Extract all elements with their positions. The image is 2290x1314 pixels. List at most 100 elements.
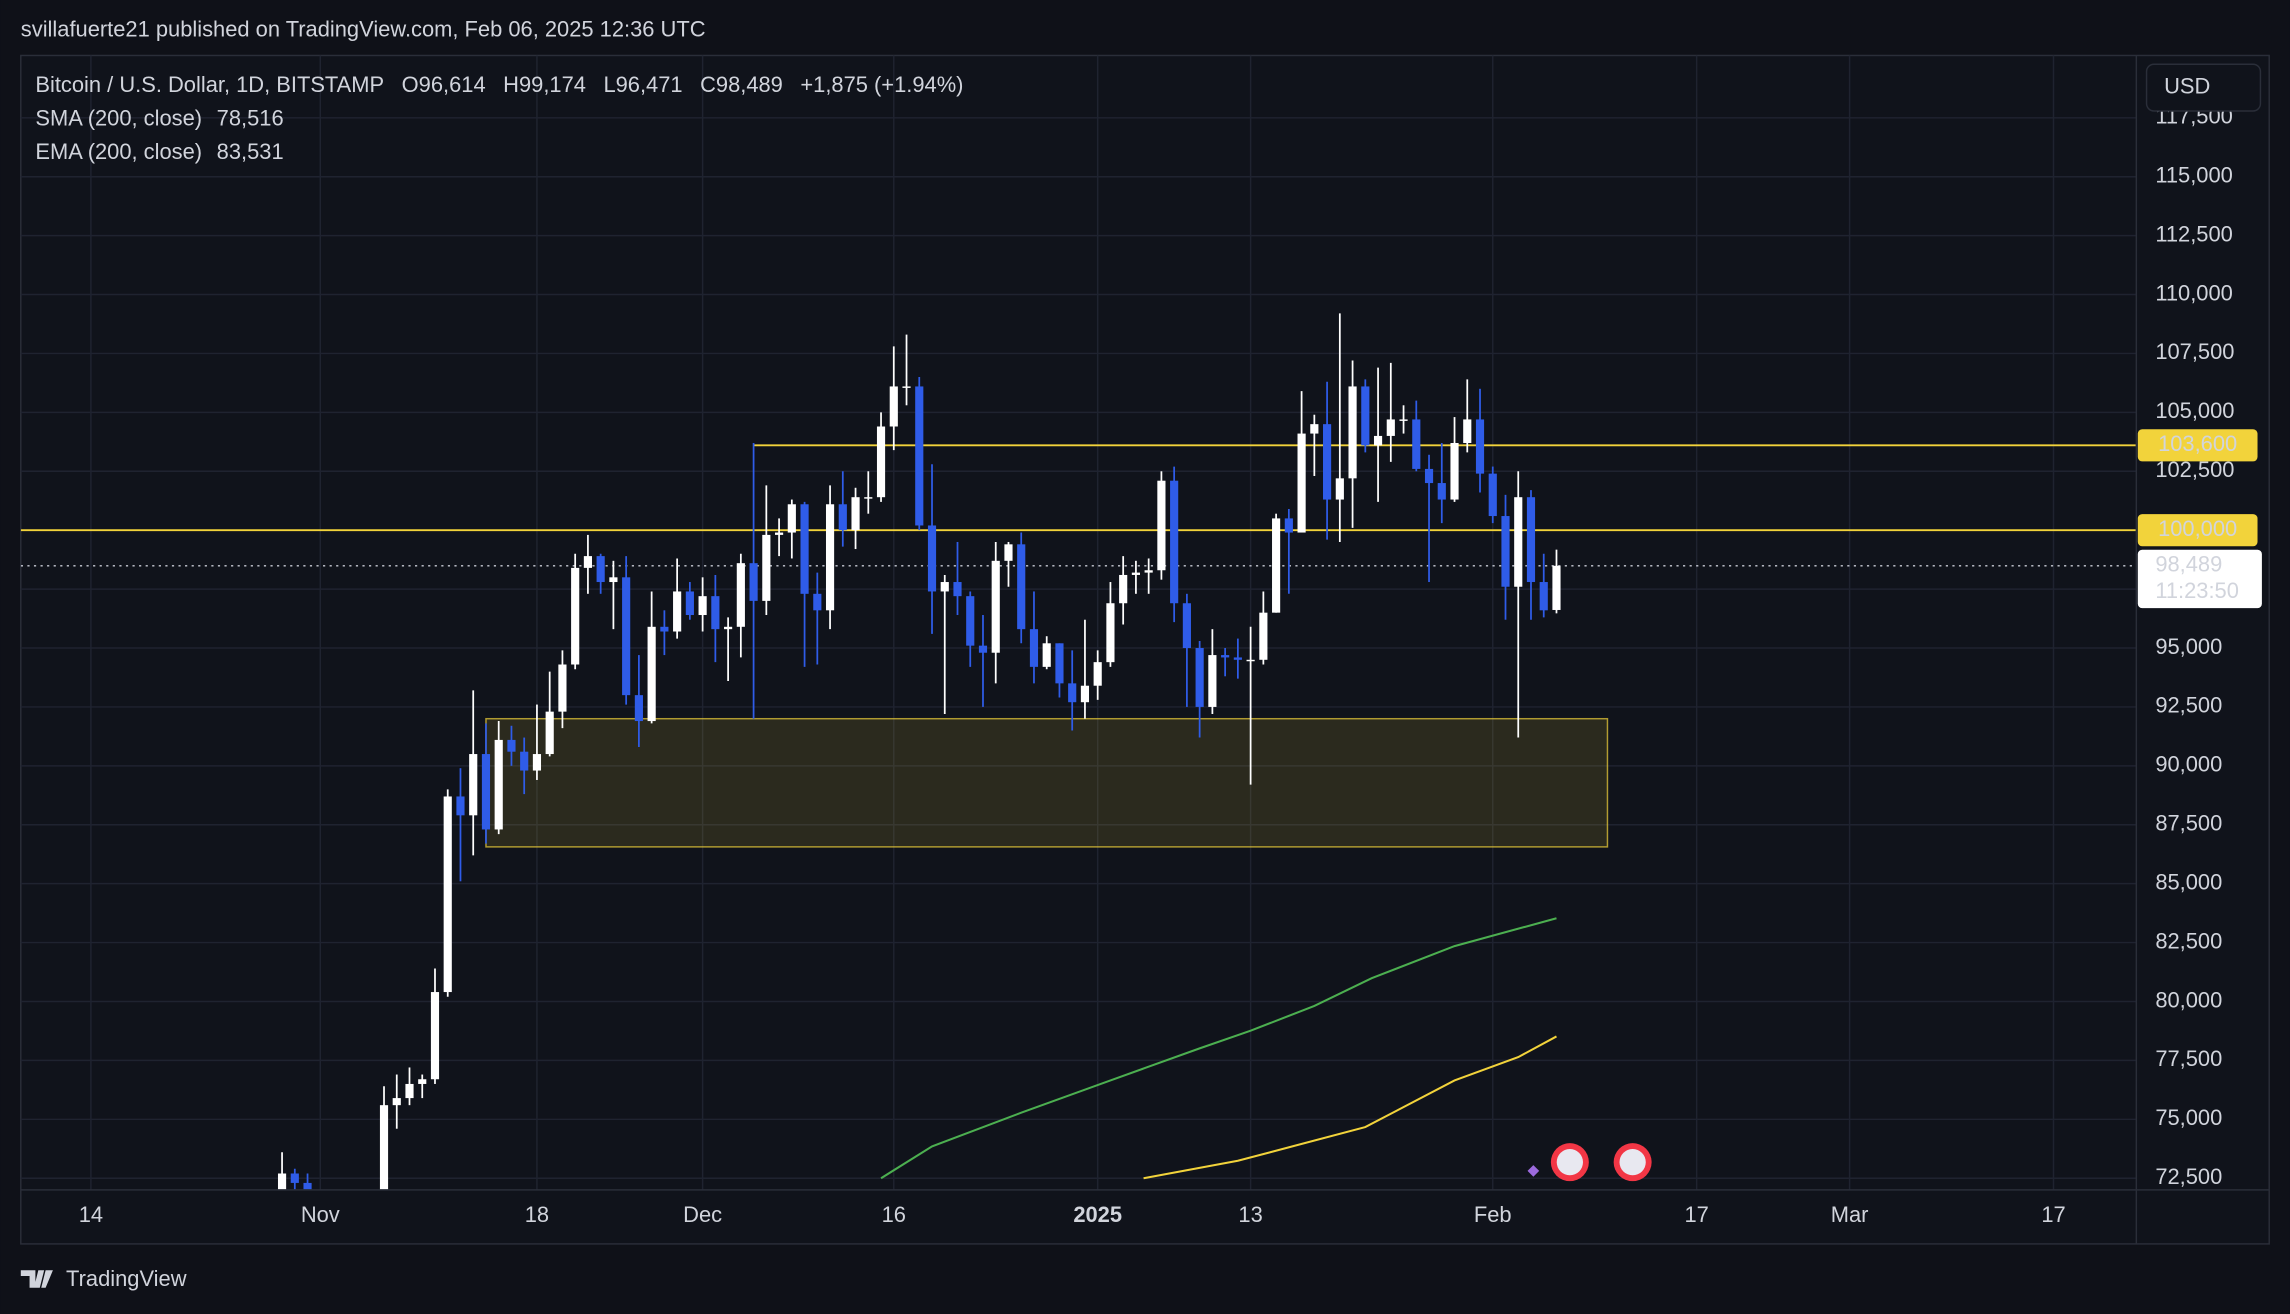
ohlc-value: O96,614 — [402, 72, 486, 97]
candle-body — [647, 626, 656, 722]
y-tick-label: 80,000 — [2155, 987, 2222, 1012]
candle-body — [622, 577, 631, 696]
y-tick-label: 115,000 — [2155, 163, 2233, 188]
candle-body — [596, 556, 605, 583]
candle-body — [1195, 648, 1204, 707]
candle-body — [1144, 570, 1153, 573]
candle-body — [609, 577, 618, 583]
candle-body — [1526, 497, 1536, 583]
candle-body — [927, 525, 937, 592]
candle-body — [443, 796, 452, 993]
grid — [20, 55, 2137, 1190]
candle-body — [1501, 516, 1510, 587]
y-tick-label: 90,000 — [2155, 752, 2222, 777]
candle-body — [775, 532, 784, 535]
x-tick-label: Dec — [683, 1202, 722, 1227]
y-tick-label: 105,000 — [2155, 398, 2234, 423]
candle-body — [430, 992, 440, 1080]
x-tick-label: 13 — [1238, 1202, 1262, 1227]
y-tick-label: 110,000 — [2155, 280, 2233, 305]
candle-body — [1119, 574, 1128, 604]
y-tick-label: 112,500 — [2155, 221, 2233, 246]
candle-body — [1335, 478, 1344, 500]
countdown-label: 11:23:50 — [2155, 578, 2239, 603]
candle-body — [838, 504, 847, 531]
y-tick-label: 107,500 — [2155, 339, 2234, 364]
level-price-tag — [2137, 514, 2258, 547]
flag-inner — [1556, 1149, 1583, 1176]
ohlc-value: H99,174 — [503, 72, 586, 97]
candle-body — [558, 664, 567, 712]
candle-body — [889, 386, 898, 427]
candle-body — [698, 596, 707, 616]
y-tick-label: 75,000 — [2155, 1105, 2222, 1130]
y-tick-label: 82,500 — [2155, 928, 2222, 953]
candle-body — [290, 1173, 299, 1183]
level-price-tag — [2137, 429, 2258, 462]
indicator-name: SMA (200, close) — [35, 106, 202, 131]
candle-body — [456, 796, 465, 816]
currency-button[interactable] — [2145, 63, 2262, 112]
candle-body — [1233, 657, 1242, 660]
logo-mark — [20, 1270, 53, 1288]
y-tick-label: 85,000 — [2155, 869, 2222, 894]
candle-body — [1182, 603, 1191, 649]
symbol-title: Bitcoin / U.S. Dollar, 1D, BITSTAMP — [35, 72, 384, 97]
candle-body — [966, 596, 975, 646]
candle-body — [1463, 419, 1472, 443]
candle-body — [953, 582, 962, 597]
candle-body — [520, 751, 529, 771]
candle-body — [1042, 643, 1051, 667]
candle-body — [303, 1182, 312, 1190]
candle-body — [915, 386, 924, 526]
ohlc-value: C98,489 — [700, 72, 783, 97]
candle-body — [277, 1173, 287, 1190]
indicator-name: EMA (200, close) — [35, 139, 202, 164]
candle-body — [379, 1105, 389, 1190]
candle-body — [711, 596, 720, 630]
candle-body — [685, 591, 694, 616]
legend: Bitcoin / U.S. Dollar, 1D, BITSTAMP O96,6… — [35, 72, 963, 164]
brand: TradingView — [66, 1266, 187, 1291]
level-price-label: 103,600 — [2158, 431, 2237, 456]
indicator-value: 78,516 — [217, 106, 284, 131]
plot-area — [20, 313, 2137, 1190]
candle-body — [825, 504, 835, 611]
candle-body — [1208, 655, 1217, 707]
publish-header: svillafuerte21 published on TradingView.… — [21, 16, 706, 41]
support-zone — [485, 717, 1609, 848]
candle-body — [1131, 572, 1140, 575]
candle-body — [1424, 468, 1434, 484]
candle-body — [851, 497, 860, 531]
candle-body — [1373, 435, 1383, 446]
candle-body — [1297, 433, 1306, 533]
candle-body — [1272, 518, 1281, 613]
candle-body — [469, 754, 478, 816]
x-tick-label: 2025 — [1073, 1202, 1122, 1227]
candle-body — [1488, 473, 1497, 517]
x-tick-label: Mar — [1831, 1202, 1869, 1227]
candle-body — [1170, 480, 1179, 604]
currency-label[interactable]: USD — [2164, 73, 2210, 98]
candle-body — [392, 1098, 401, 1106]
candle-body — [1029, 629, 1039, 667]
candle-body — [583, 556, 592, 568]
candle-body — [1514, 497, 1523, 587]
candle-body — [1284, 518, 1293, 533]
candle-body — [1068, 683, 1077, 703]
ohlc-value: L96,471 — [603, 72, 682, 97]
candle-body — [660, 626, 669, 632]
candle-body — [1450, 442, 1459, 500]
candle-body — [787, 504, 796, 533]
candle-body — [1412, 419, 1421, 469]
candle-body — [736, 563, 745, 627]
candle-body — [634, 695, 643, 722]
candle-body — [1539, 582, 1548, 611]
candle-body — [1475, 419, 1485, 474]
candle-body — [1055, 643, 1064, 684]
candle-body — [978, 645, 988, 653]
candle-body — [902, 386, 911, 388]
candle-body — [1259, 612, 1268, 660]
